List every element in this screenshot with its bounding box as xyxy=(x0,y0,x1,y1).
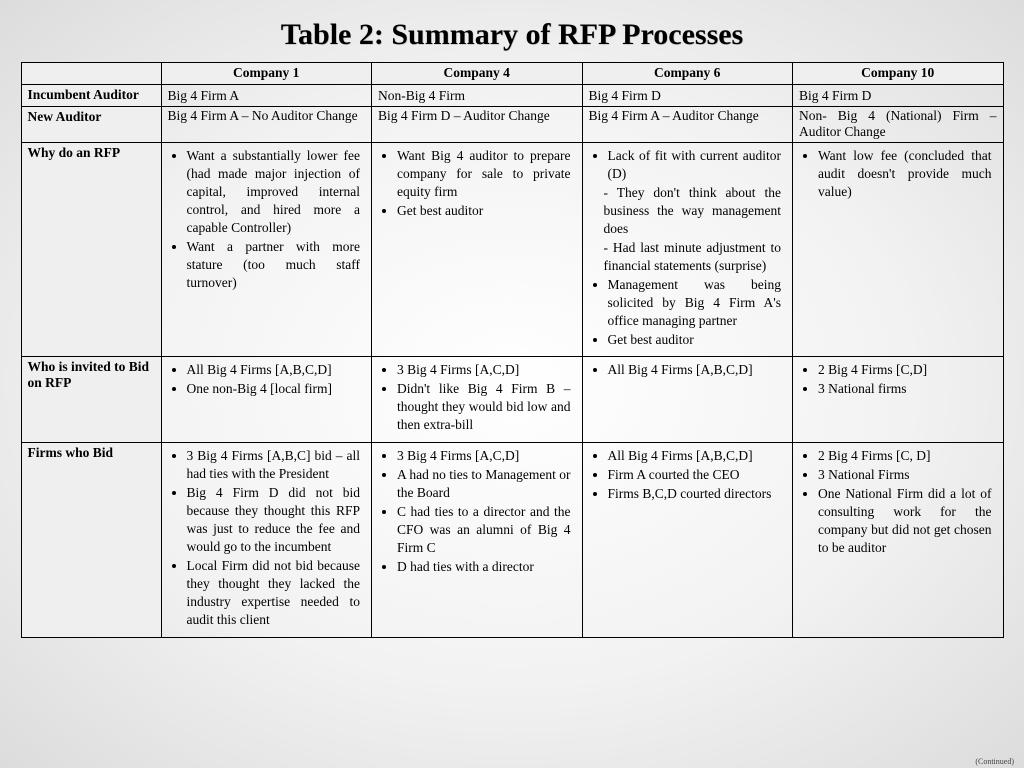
cell-bid-c10: 2 Big 4 Firms [C, D]3 National FirmsOne … xyxy=(793,443,1004,638)
list-item: Firms B,C,D courted directors xyxy=(608,485,784,504)
list-item: Want Big 4 auditor to prepare company fo… xyxy=(397,147,573,202)
cell-who-c6: All Big 4 Firms [A,B,C,D] xyxy=(582,357,793,443)
list-item: One non-Big 4 [local firm] xyxy=(187,380,363,399)
row-label-new-auditor: New Auditor xyxy=(21,107,161,143)
list-item: Management was being solicited by Big 4 … xyxy=(608,276,784,331)
cell-incumbent-c10: Big 4 Firm D xyxy=(793,85,1004,107)
list-item: - Had last minute adjustment to financia… xyxy=(602,239,784,276)
continued-label: (Continued) xyxy=(975,757,1014,766)
list-item: Get best auditor xyxy=(608,331,784,350)
col-header-company4: Company 4 xyxy=(372,63,583,85)
col-header-company6: Company 6 xyxy=(582,63,793,85)
list-item: A had no ties to Management or the Board xyxy=(397,466,573,503)
list-item: Want low fee (concluded that audit doesn… xyxy=(818,147,994,202)
cell-bid-c1: 3 Big 4 Firms [A,B,C] bid – all had ties… xyxy=(161,443,372,638)
cell-why-c6: Lack of fit with current auditor (D)- Th… xyxy=(582,143,793,357)
list-item: Want a substantially lower fee (had made… xyxy=(187,147,363,238)
col-header-company10: Company 10 xyxy=(793,63,1004,85)
cell-why-c10: Want low fee (concluded that audit doesn… xyxy=(793,143,1004,357)
list-item: 3 Big 4 Firms [A,B,C] bid – all had ties… xyxy=(187,447,363,484)
list-item: 3 Big 4 Firms [A,C,D] xyxy=(397,447,573,466)
row-incumbent: Incumbent Auditor Big 4 Firm A Non-Big 4… xyxy=(21,85,1003,107)
list-item: Big 4 Firm D did not bid because they th… xyxy=(187,484,363,557)
list-item: All Big 4 Firms [A,B,C,D] xyxy=(608,447,784,466)
cell-bid-c4: 3 Big 4 Firms [A,C,D]A had no ties to Ma… xyxy=(372,443,583,638)
row-label-firms-bid: Firms who Bid xyxy=(21,443,161,638)
list-item: C had ties to a director and the CFO was… xyxy=(397,503,573,558)
cell-new-c6: Big 4 Firm A – Auditor Change xyxy=(582,107,793,143)
row-label-who-invited: Who is invited to Bid on RFP xyxy=(21,357,161,443)
list-item: 3 Big 4 Firms [A,C,D] xyxy=(397,361,573,380)
list-item: All Big 4 Firms [A,B,C,D] xyxy=(608,361,784,380)
row-why-rfp: Why do an RFP Want a substantially lower… xyxy=(21,143,1003,357)
list-item: Want a partner with more stature (too mu… xyxy=(187,238,363,293)
cell-new-c10: Non- Big 4 (National) Firm – Auditor Cha… xyxy=(793,107,1004,143)
cell-who-c4: 3 Big 4 Firms [A,C,D]Didn't like Big 4 F… xyxy=(372,357,583,443)
list-item: Didn't like Big 4 Firm B – thought they … xyxy=(397,380,573,435)
rfp-summary-table: Company 1 Company 4 Company 6 Company 10… xyxy=(21,62,1004,638)
list-item: 2 Big 4 Firms [C,D] xyxy=(818,361,994,380)
list-item: 3 National firms xyxy=(818,380,994,399)
row-who-invited: Who is invited to Bid on RFP All Big 4 F… xyxy=(21,357,1003,443)
row-firms-bid: Firms who Bid 3 Big 4 Firms [A,B,C] bid … xyxy=(21,443,1003,638)
page-title: Table 2: Summary of RFP Processes xyxy=(0,0,1024,62)
cell-incumbent-c4: Non-Big 4 Firm xyxy=(372,85,583,107)
list-item: D had ties with a director xyxy=(397,558,573,577)
list-item: 2 Big 4 Firms [C, D] xyxy=(818,447,994,466)
list-item: All Big 4 Firms [A,B,C,D] xyxy=(187,361,363,380)
row-new-auditor: New Auditor Big 4 Firm A – No Auditor Ch… xyxy=(21,107,1003,143)
cell-who-c10: 2 Big 4 Firms [C,D]3 National firms xyxy=(793,357,1004,443)
cell-incumbent-c6: Big 4 Firm D xyxy=(582,85,793,107)
list-item: Lack of fit with current auditor (D) xyxy=(608,147,784,184)
cell-why-c4: Want Big 4 auditor to prepare company fo… xyxy=(372,143,583,357)
cell-bid-c6: All Big 4 Firms [A,B,C,D]Firm A courted … xyxy=(582,443,793,638)
list-item: Firm A courted the CEO xyxy=(608,466,784,485)
list-item: One National Firm did a lot of consultin… xyxy=(818,485,994,558)
cell-incumbent-c1: Big 4 Firm A xyxy=(161,85,372,107)
cell-new-c1: Big 4 Firm A – No Auditor Change xyxy=(161,107,372,143)
row-label-why-rfp: Why do an RFP xyxy=(21,143,161,357)
col-header-blank xyxy=(21,63,161,85)
list-item: 3 National Firms xyxy=(818,466,994,485)
list-item: Local Firm did not bid because they thou… xyxy=(187,557,363,630)
row-label-incumbent: Incumbent Auditor xyxy=(21,85,161,107)
list-item: Get best auditor xyxy=(397,202,573,221)
cell-new-c4: Big 4 Firm D – Auditor Change xyxy=(372,107,583,143)
cell-who-c1: All Big 4 Firms [A,B,C,D]One non-Big 4 [… xyxy=(161,357,372,443)
cell-why-c1: Want a substantially lower fee (had made… xyxy=(161,143,372,357)
list-item: - They don't think about the business th… xyxy=(602,184,784,239)
col-header-company1: Company 1 xyxy=(161,63,372,85)
table-header-row: Company 1 Company 4 Company 6 Company 10 xyxy=(21,63,1003,85)
